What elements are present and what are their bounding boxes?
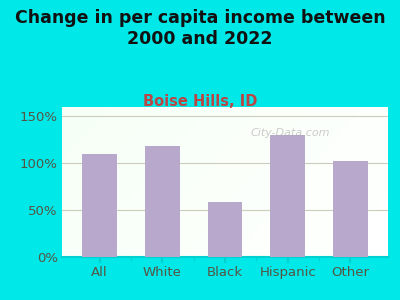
- Bar: [208, 202, 242, 256]
- Text: City-Data.com: City-Data.com: [250, 128, 330, 139]
- Bar: [333, 161, 368, 256]
- Text: Change in per capita income between
2000 and 2022: Change in per capita income between 2000…: [15, 9, 385, 48]
- Bar: [82, 154, 117, 256]
- Text: Boise Hills, ID: Boise Hills, ID: [143, 94, 257, 110]
- Bar: [270, 135, 305, 256]
- Bar: [145, 146, 180, 256]
